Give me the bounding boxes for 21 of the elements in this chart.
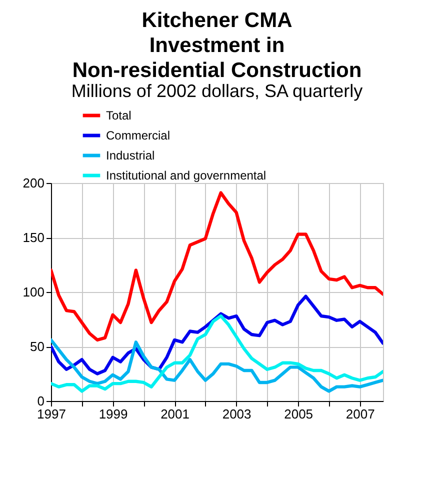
chart-subtitle: Millions of 2002 dollars, SA quarterly — [71, 81, 363, 101]
y-tick-label: 150 — [22, 230, 44, 245]
x-tick-label: 1997 — [37, 406, 66, 422]
x-tick-label: 2005 — [284, 406, 314, 422]
chart-title: Kitchener CMA Investment in Non-residential Construction — [72, 9, 362, 82]
y-tick-label: 0 — [37, 394, 44, 408]
line-series — [51, 191, 383, 342]
x-tick-label: 1999 — [98, 406, 128, 422]
line-series — [51, 314, 383, 393]
y-tick-label: 200 — [22, 176, 44, 190]
x-tick-label: 2007 — [346, 406, 375, 422]
line-series — [51, 294, 383, 376]
y-tick-label: 50 — [30, 339, 44, 354]
x-tick-label: 2003 — [222, 406, 252, 422]
legend-label: Institutional and governmental — [106, 168, 266, 182]
legend-label: Commercial — [106, 128, 170, 142]
line-series — [51, 338, 383, 393]
x-tick-label: 2001 — [160, 406, 190, 422]
legend-label: Total — [106, 108, 132, 122]
y-tick-label: 100 — [22, 284, 44, 300]
legend-label: Industrial — [106, 148, 155, 162]
